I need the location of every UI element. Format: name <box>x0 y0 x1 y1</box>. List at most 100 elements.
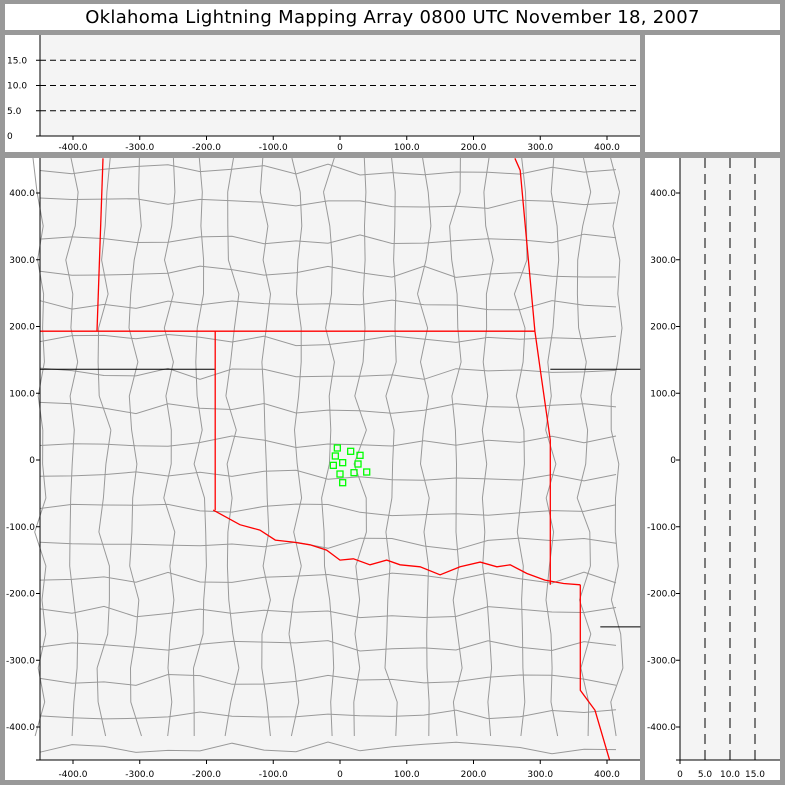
y-tick-label: 300.0 <box>650 256 676 266</box>
county-line <box>193 157 207 737</box>
oklahoma-border-line <box>514 158 551 585</box>
county-line <box>39 469 617 482</box>
lightning-source-marker <box>329 461 337 469</box>
county-line <box>224 157 240 737</box>
lightning-source-marker <box>350 469 358 477</box>
county-line <box>65 157 79 737</box>
x-tick-label: 300.0 <box>527 770 553 780</box>
y-tick-label: 5.0 <box>7 107 22 117</box>
right-altitude-plot <box>704 158 756 760</box>
county-line <box>39 741 617 755</box>
lightning-source-marker <box>333 444 341 452</box>
x-tick-label: 400.0 <box>594 143 620 153</box>
x-tick-label: -300.0 <box>125 770 154 780</box>
county-line <box>39 673 617 686</box>
y-tick-label: 10.0 <box>7 82 27 92</box>
county-line <box>39 640 617 652</box>
county-line <box>39 435 617 449</box>
y-tick-label: 200.0 <box>650 323 676 333</box>
county-line <box>39 537 617 551</box>
top-altitude-plot <box>40 59 640 112</box>
lightning-source-marker <box>339 459 347 467</box>
y-tick-label: 0 <box>29 456 35 466</box>
y-tick-label: 200.0 <box>9 323 35 333</box>
county-line <box>39 299 617 311</box>
map-borders <box>39 158 641 761</box>
lightning-source-marker <box>354 460 362 468</box>
y-tick-label: 300.0 <box>9 256 35 266</box>
county-line <box>610 157 624 737</box>
oklahoma-border-line <box>96 158 104 332</box>
y-tick-label: -300.0 <box>6 656 35 666</box>
oklahoma-border-line <box>579 584 611 761</box>
y-tick-label: -200.0 <box>647 590 676 600</box>
county-line <box>321 157 335 737</box>
county-line <box>576 157 592 737</box>
x-tick-label: 200.0 <box>461 143 487 153</box>
county-line <box>128 157 142 737</box>
x-tick-label: 400.0 <box>594 770 620 780</box>
x-tick-label: 0 <box>337 770 343 780</box>
county-line <box>39 197 617 209</box>
county-line <box>449 157 463 737</box>
x-tick-label: 100.0 <box>394 770 420 780</box>
oklahoma-border-line <box>212 509 581 586</box>
county-line <box>39 605 617 619</box>
y-tick-label: 0 <box>7 132 13 142</box>
county-line <box>513 157 528 737</box>
lightning-source-marker <box>339 479 347 487</box>
x-tick-label: 0 <box>677 770 683 780</box>
county-line <box>96 157 112 737</box>
lightning-source-marker <box>336 470 344 478</box>
x-tick-label: 200.0 <box>461 770 487 780</box>
y-tick-label: -400.0 <box>6 723 35 733</box>
x-tick-label: 10.0 <box>720 770 740 780</box>
x-tick-label: -400.0 <box>58 143 87 153</box>
y-tick-label: 400.0 <box>650 189 676 199</box>
county-line <box>39 233 617 245</box>
x-tick-label: 100.0 <box>394 143 420 153</box>
x-tick-label: -400.0 <box>58 770 87 780</box>
x-tick-label: 300.0 <box>527 143 553 153</box>
county-line <box>39 571 617 584</box>
county-line <box>39 367 617 380</box>
plot-title: Oklahoma Lightning Mapping Array 0800 UT… <box>5 4 780 30</box>
y-tick-label: -300.0 <box>647 656 676 666</box>
x-tick-label: 5.0 <box>698 770 713 780</box>
y-tick-label: 100.0 <box>650 389 676 399</box>
x-tick-label: -100.0 <box>259 143 288 153</box>
county-line <box>481 157 494 737</box>
y-tick-label: -100.0 <box>6 523 35 533</box>
y-tick-label: 0 <box>670 456 676 466</box>
county-line <box>39 333 617 347</box>
x-tick-label: 15.0 <box>745 770 765 780</box>
y-tick-label: -400.0 <box>647 723 676 733</box>
lightning-sources <box>329 444 371 487</box>
county-line <box>32 157 47 737</box>
county-line <box>39 401 617 415</box>
county-line <box>163 157 176 737</box>
x-tick-label: -100.0 <box>259 770 288 780</box>
county-lines <box>32 157 624 755</box>
y-tick-label: 400.0 <box>9 189 35 199</box>
county-line <box>39 503 617 517</box>
axes: 0 5.0 10.0 15.0 -400.0 -300.0 -200.0 -100.0 0 100… <box>6 35 780 780</box>
lightning-source-marker <box>331 452 339 460</box>
county-line <box>39 265 616 278</box>
y-tick-label: -200.0 <box>6 590 35 600</box>
x-tick-label: -300.0 <box>125 143 154 153</box>
right-plot-area <box>680 158 780 760</box>
x-tick-label: -200.0 <box>192 143 221 153</box>
y-tick-label: -100.0 <box>647 523 676 533</box>
county-line <box>259 157 272 737</box>
x-tick-label: -200.0 <box>192 770 221 780</box>
y-tick-label: 15.0 <box>7 56 27 66</box>
y-tick-label: 100.0 <box>9 389 35 399</box>
map-plot-area <box>40 158 640 760</box>
corner-panel <box>645 35 780 152</box>
x-tick-label: 0 <box>337 143 343 153</box>
lightning-source-marker <box>347 447 355 455</box>
lightning-source-marker <box>363 468 371 476</box>
county-line <box>545 157 560 737</box>
